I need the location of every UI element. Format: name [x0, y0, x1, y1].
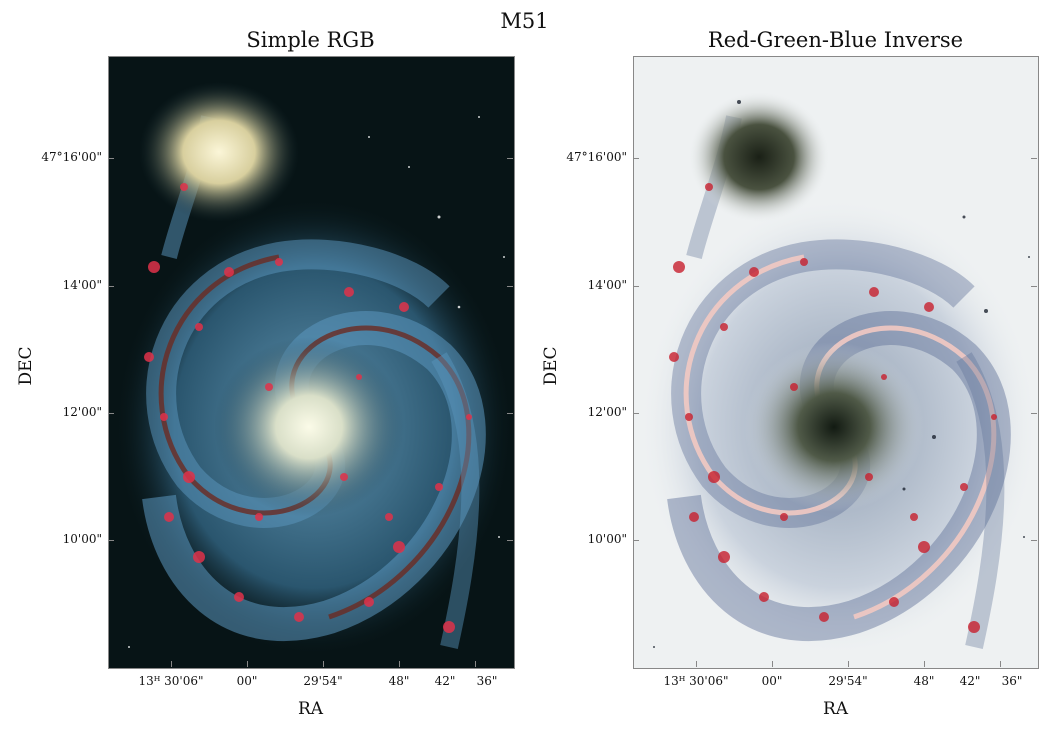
xtick-label: 00"	[761, 674, 783, 688]
xtick-label: 48"	[388, 674, 410, 688]
ytick-label: 12'00"	[62, 405, 102, 419]
xtick-label: 00"	[236, 674, 258, 688]
galaxy-inverse-svg	[634, 57, 1038, 668]
ytick-label: 10'00"	[62, 532, 102, 546]
xtick-label: 29'54"	[303, 674, 343, 688]
figure-title: M51	[500, 9, 549, 33]
galaxy-image-rgb	[108, 56, 515, 669]
xtick-label: 48"	[913, 674, 935, 688]
panel-title-right: Red-Green-Blue Inverse	[707, 28, 964, 52]
xtick-label: 36"	[476, 674, 498, 688]
ytick-label: 47°16'00"	[566, 150, 627, 164]
x-axis-label: RA	[823, 699, 849, 719]
ytick-label: 12'00"	[587, 405, 627, 419]
xtick-label: 36"	[1001, 674, 1023, 688]
galaxy-image-inverse	[633, 56, 1039, 669]
ytick-label: 10'00"	[587, 532, 627, 546]
ytick-label: 47°16'00"	[41, 150, 102, 164]
x-axis-label: RA	[298, 699, 324, 719]
xtick-label: 42"	[434, 674, 456, 688]
panel-title-left: Simple RGB	[246, 28, 375, 52]
ytick-label: 14'00"	[587, 278, 627, 292]
xtick-label: 29'54"	[828, 674, 868, 688]
xtick-label: 42"	[959, 674, 981, 688]
ytick-label: 14'00"	[62, 278, 102, 292]
y-axis-label: DEC	[16, 346, 36, 386]
xtick-label: 13ᴴ 30'06"	[663, 674, 729, 688]
xtick-label: 13ᴴ 30'06"	[138, 674, 204, 688]
y-axis-label: DEC	[541, 346, 561, 386]
galaxy-rgb-svg	[109, 57, 514, 668]
